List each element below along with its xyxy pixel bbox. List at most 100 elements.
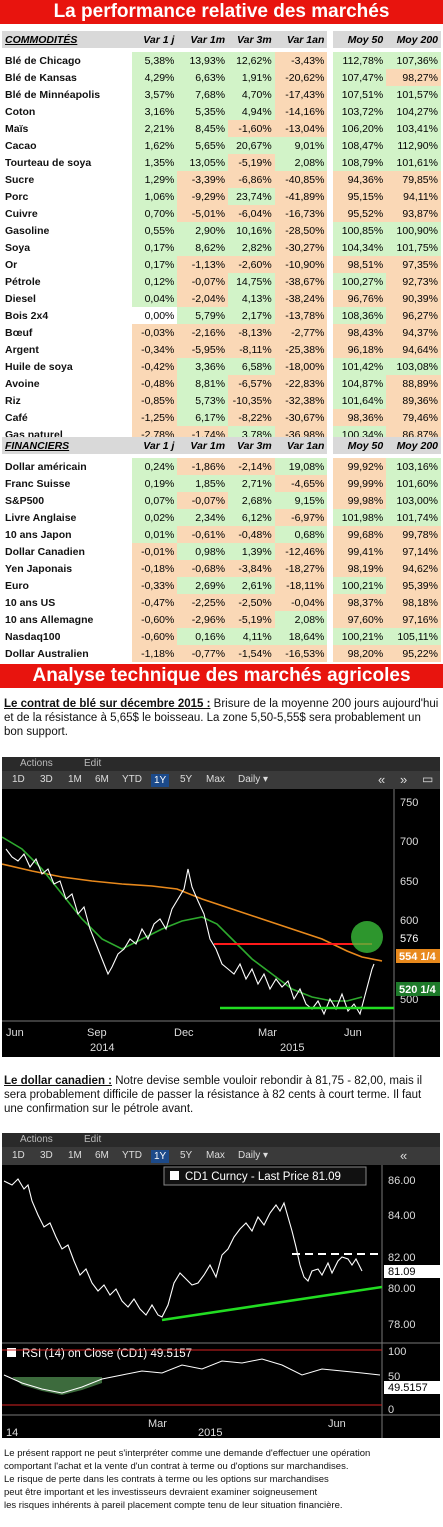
financials-header-row: FINANCIERS Var 1 j Var 1m Var 3m Var 1an Moy …: [2, 437, 441, 454]
row-label: Maïs: [5, 122, 29, 135]
value-cell: -30,67%: [274, 409, 328, 426]
table-row: Euro -0,33% 2,69% 2,61% -18,11% 100,21% 95,39%: [2, 577, 441, 594]
value-cell: 2,68%: [228, 492, 275, 509]
value-cell: 103,72%: [333, 103, 387, 120]
chart-period-bar: 1D 3D 1M 6M YTD 1Y 5Y Max Daily ▾ « » ▭: [2, 771, 440, 789]
row-label: Cuivre: [5, 207, 38, 220]
scroll-left-icon[interactable]: «: [378, 772, 386, 787]
value-cell: 1,35%: [131, 154, 178, 171]
edit-menu[interactable]: Edit: [84, 758, 102, 769]
value-cell: -2,04%: [177, 290, 229, 307]
period-5y[interactable]: 5Y: [180, 774, 193, 785]
table-row: Café -1,25% 6,17% -8,22% -30,67% 98,36% 79,46%: [2, 409, 441, 426]
value-cell: 2,61%: [228, 577, 275, 594]
value-cell: -16,53%: [274, 645, 328, 662]
value-cell: 0,17%: [131, 256, 178, 273]
y-tick-700: 700: [400, 836, 418, 848]
scroll-right-icon[interactable]: »: [400, 772, 408, 787]
value-cell: 19,08%: [274, 458, 328, 475]
period-ytd[interactable]: YTD: [122, 1150, 142, 1161]
table-row: Livre Anglaise 0,02% 2,34% 6,12% -6,97% 101,9…: [2, 509, 441, 526]
period-max[interactable]: Max: [206, 774, 225, 785]
value-cell: 5,65%: [177, 137, 229, 154]
commodities-header-row: COMMODITÉS Var 1 j Var 1m Var 3m Var 1an Moy …: [2, 31, 441, 48]
value-cell: 2,17%: [228, 307, 275, 324]
value-cell: -1,60%: [228, 120, 275, 137]
value-cell: -0,33%: [131, 577, 178, 594]
value-cell: -8,22%: [228, 409, 275, 426]
value-cell: -6,04%: [228, 205, 275, 222]
commodities-table: COMMODITÉS Var 1 j Var 1m Var 3m Var 1an Moy …: [2, 31, 441, 443]
period-3d[interactable]: 3D: [40, 1150, 53, 1161]
wheat-heading: Le contrat de blé sur décembre 2015 :: [4, 698, 211, 710]
value-cell: -13,78%: [274, 307, 328, 324]
period-5y[interactable]: 5Y: [180, 1150, 193, 1161]
period-6m[interactable]: 6M: [95, 1150, 109, 1161]
y-tick-500: 500: [400, 994, 418, 1006]
row-label: Blé de Chicago: [5, 54, 81, 67]
value-cell: 104,87%: [333, 375, 387, 392]
value-cell: 107,47%: [333, 69, 387, 86]
value-cell: 18,64%: [274, 628, 328, 645]
value-cell: 94,36%: [333, 171, 387, 188]
financials-col-header: Var 1m: [177, 437, 229, 454]
value-cell: 104,27%: [386, 103, 441, 120]
commodities-col-header: Var 1an: [274, 31, 328, 48]
disclaimer-line: Le présent rapport ne peut s'interpréter…: [4, 1448, 371, 1459]
period-6m[interactable]: 6M: [95, 774, 109, 785]
period-1m[interactable]: 1M: [68, 774, 82, 785]
row-label: Bœuf: [5, 326, 33, 339]
period-1d[interactable]: 1D: [12, 774, 25, 785]
value-cell: 97,14%: [386, 543, 441, 560]
financials-col-header: Moy 200: [386, 437, 441, 454]
period-max[interactable]: Max: [206, 1150, 225, 1161]
row-label: Pétrole: [5, 275, 41, 288]
edit-menu[interactable]: Edit: [84, 1134, 102, 1145]
interval-dropdown[interactable]: Daily ▾: [238, 1150, 269, 1161]
row-label: Gasoline: [5, 224, 50, 237]
actions-menu[interactable]: Actions: [20, 758, 53, 769]
y-tick-80: 80.00: [388, 1283, 416, 1295]
value-cell: 4,94%: [228, 103, 275, 120]
value-cell: 101,60%: [386, 475, 441, 492]
value-cell: 0,02%: [131, 509, 178, 526]
value-cell: 107,36%: [386, 52, 441, 69]
chart-settings-icon[interactable]: ▭: [422, 772, 434, 786]
period-1y[interactable]: 1Y: [151, 774, 170, 787]
value-cell: -40,85%: [274, 171, 328, 188]
period-3d[interactable]: 3D: [40, 774, 53, 785]
table-row: Bois 2x4 0,00% 5,79% 2,17% -13,78% 108,36% 96,…: [2, 307, 441, 324]
value-cell: 0,00%: [131, 307, 178, 324]
value-cell: 101,64%: [333, 392, 387, 409]
table-row: Yen Japonais -0,18% -0,68% -3,84% -18,27% 98,…: [2, 560, 441, 577]
value-cell: 100,27%: [333, 273, 387, 290]
table-row: Dollar Canadien -0,01% 0,98% 1,39% -12,46% 99…: [2, 543, 441, 560]
price-legend: CD1 Curncy - Last Price 81.09: [185, 1171, 341, 1183]
interval-dropdown[interactable]: Daily ▾: [238, 774, 269, 785]
value-cell: 2,71%: [228, 475, 275, 492]
value-cell: 92,73%: [386, 273, 441, 290]
chart-menu-bar: Actions Edit: [2, 757, 440, 771]
value-cell: 2,34%: [177, 509, 229, 526]
actions-menu[interactable]: Actions: [20, 1134, 53, 1145]
cad-chart: Actions Edit 1D 3D 1M 6M YTD 1Y 5Y Max D…: [2, 1133, 440, 1438]
period-ytd[interactable]: YTD: [122, 774, 142, 785]
value-cell: -1,54%: [228, 645, 275, 662]
row-label: Coton: [5, 105, 36, 118]
y-tick-650: 650: [400, 876, 418, 888]
period-1m[interactable]: 1M: [68, 1150, 82, 1161]
x-year-2015: 2015: [198, 1427, 222, 1438]
value-cell: 79,85%: [386, 171, 441, 188]
period-1y[interactable]: 1Y: [151, 1150, 170, 1163]
value-cell: 103,08%: [386, 358, 441, 375]
table-row: Diesel 0,04% -2,04% 4,13% -38,24% 96,76% 90,39…: [2, 290, 441, 307]
period-1d[interactable]: 1D: [12, 1150, 25, 1161]
value-cell: 0,24%: [131, 458, 178, 475]
chart2-menu-bar: Actions Edit: [2, 1133, 440, 1147]
table-row: Bœuf -0,03% -2,16% -8,13% -2,77% 98,43% 94,37%: [2, 324, 441, 341]
scroll-left-icon[interactable]: «: [400, 1148, 408, 1163]
value-cell: 1,06%: [131, 188, 178, 205]
performance-header: La performance relative des marchés: [0, 0, 443, 24]
rsi-tick-100: 100: [388, 1346, 406, 1358]
value-cell: -0,03%: [131, 324, 178, 341]
